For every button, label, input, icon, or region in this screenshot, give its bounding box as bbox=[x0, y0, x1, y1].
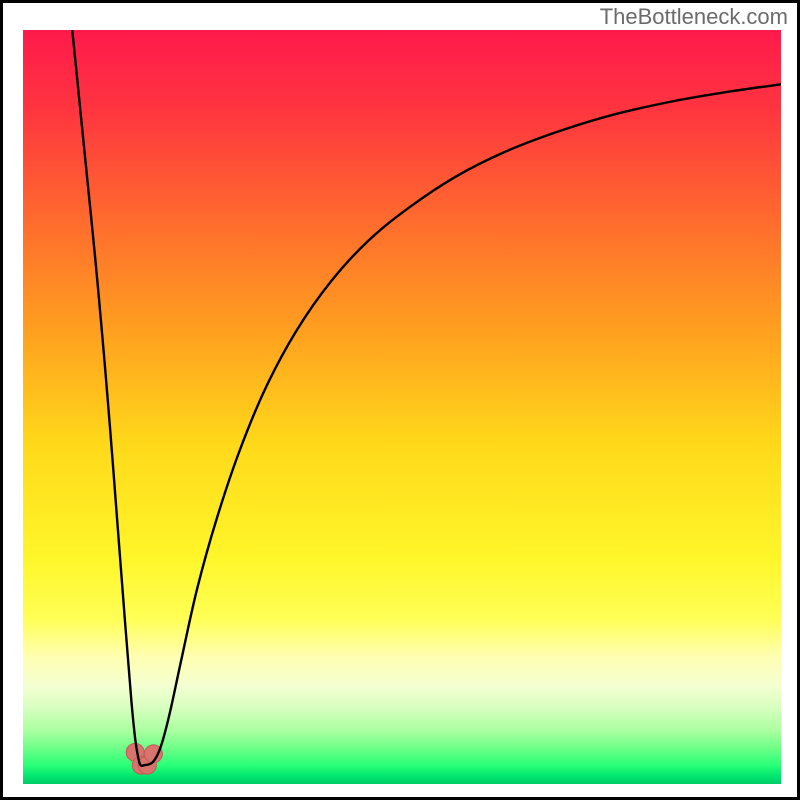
plot-area bbox=[23, 30, 781, 784]
chart-container: TheBottleneck.com bbox=[0, 0, 800, 800]
gradient-background bbox=[23, 30, 781, 784]
watermark-text: TheBottleneck.com bbox=[600, 4, 788, 30]
